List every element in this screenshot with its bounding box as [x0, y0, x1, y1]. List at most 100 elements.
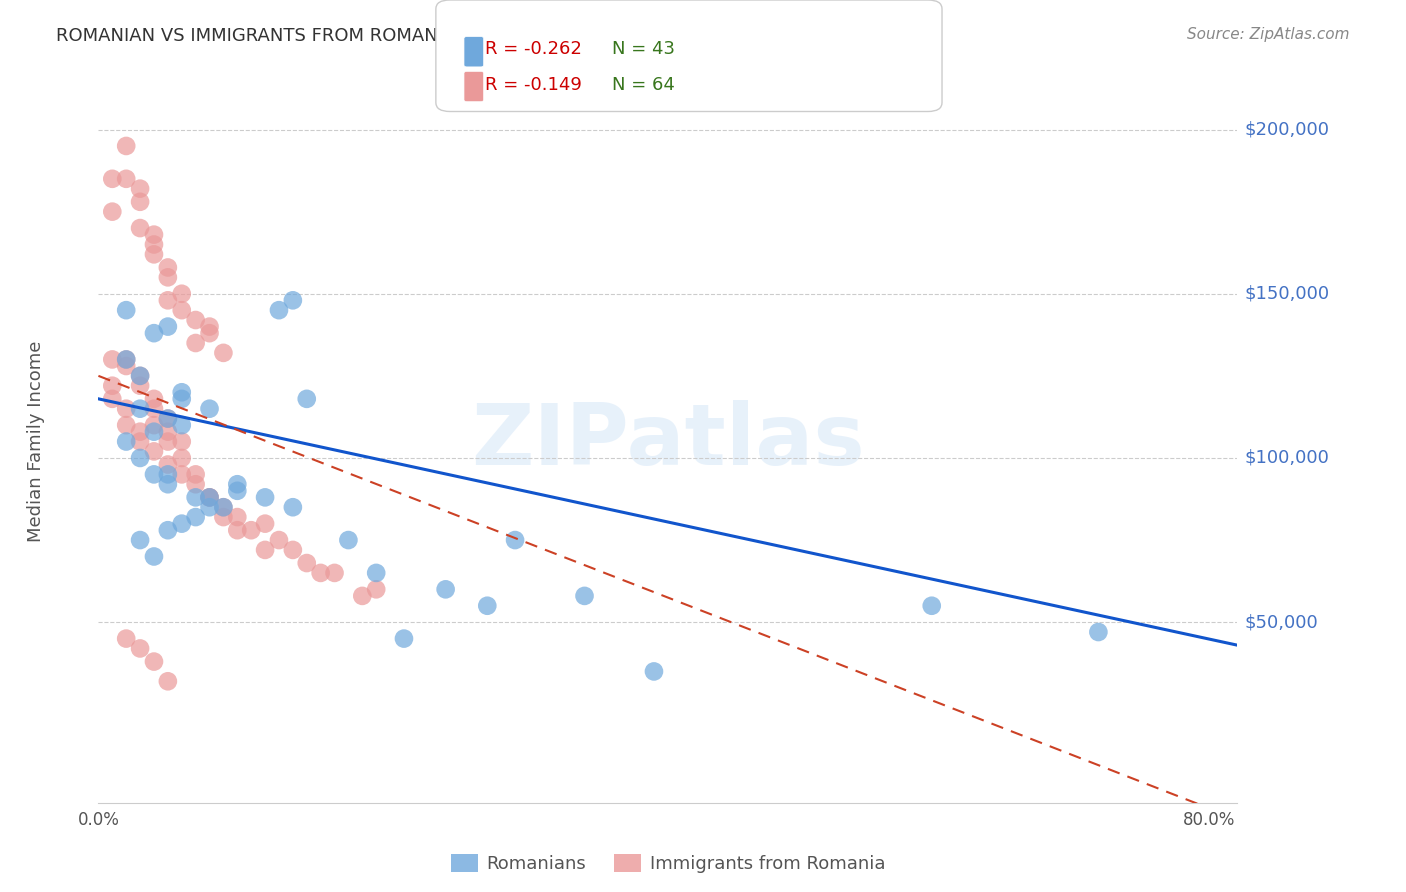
- Text: R = -0.262: R = -0.262: [485, 40, 582, 58]
- Point: [101, 392, 124, 406]
- Text: R = -0.149: R = -0.149: [485, 76, 582, 94]
- Point: [156, 425, 179, 439]
- Point: [170, 450, 193, 465]
- Text: N = 43: N = 43: [612, 40, 675, 58]
- Point: [212, 346, 235, 360]
- Point: [115, 401, 138, 416]
- Point: [156, 477, 179, 491]
- Point: [101, 352, 124, 367]
- Point: [115, 632, 138, 646]
- Point: [129, 378, 152, 392]
- Point: [115, 139, 138, 153]
- Point: [156, 319, 179, 334]
- Point: [254, 516, 277, 531]
- Point: [143, 237, 166, 252]
- Point: [143, 549, 166, 564]
- Point: [115, 352, 138, 367]
- Point: [226, 510, 249, 524]
- Point: [184, 313, 207, 327]
- Point: [295, 556, 318, 570]
- Point: [143, 467, 166, 482]
- Point: [143, 425, 166, 439]
- Point: [170, 467, 193, 482]
- Text: ROMANIAN VS IMMIGRANTS FROM ROMANIA MEDIAN FAMILY INCOME CORRELATION CHART: ROMANIAN VS IMMIGRANTS FROM ROMANIA MEDI…: [56, 27, 877, 45]
- Point: [156, 270, 179, 285]
- Point: [129, 533, 152, 547]
- Point: [198, 401, 221, 416]
- Point: [156, 458, 179, 472]
- Point: [156, 260, 179, 275]
- Point: [434, 582, 457, 597]
- Point: [921, 599, 943, 613]
- Point: [156, 674, 179, 689]
- Point: [212, 500, 235, 515]
- Point: [309, 566, 332, 580]
- Point: [212, 510, 235, 524]
- Point: [156, 411, 179, 425]
- Point: [143, 392, 166, 406]
- Point: [503, 533, 526, 547]
- Point: [115, 418, 138, 433]
- Point: [643, 665, 665, 679]
- Point: [115, 359, 138, 373]
- Point: [198, 500, 221, 515]
- Point: [574, 589, 596, 603]
- Point: [129, 641, 152, 656]
- Point: [143, 418, 166, 433]
- Point: [129, 194, 152, 209]
- Point: [143, 227, 166, 242]
- Point: [184, 510, 207, 524]
- Point: [281, 500, 304, 515]
- Point: [352, 589, 374, 603]
- Point: [477, 599, 499, 613]
- Point: [129, 434, 152, 449]
- Point: [170, 286, 193, 301]
- Point: [366, 582, 388, 597]
- Point: [170, 434, 193, 449]
- Text: N = 64: N = 64: [612, 76, 675, 94]
- Point: [143, 326, 166, 341]
- Point: [129, 450, 152, 465]
- Point: [184, 491, 207, 505]
- Point: [156, 293, 179, 308]
- Point: [101, 204, 124, 219]
- Point: [129, 368, 152, 383]
- Point: [281, 293, 304, 308]
- Point: [337, 533, 360, 547]
- Point: [198, 491, 221, 505]
- Point: [295, 392, 318, 406]
- Point: [226, 483, 249, 498]
- Point: [143, 247, 166, 261]
- Point: [1087, 625, 1109, 640]
- Text: $200,000: $200,000: [1244, 120, 1329, 138]
- Point: [392, 632, 415, 646]
- Point: [115, 352, 138, 367]
- Point: [254, 491, 277, 505]
- Point: [198, 491, 221, 505]
- Point: [170, 385, 193, 400]
- Point: [115, 171, 138, 186]
- Point: [184, 477, 207, 491]
- Point: [129, 425, 152, 439]
- Point: [323, 566, 346, 580]
- Point: [198, 326, 221, 341]
- Point: [170, 392, 193, 406]
- Point: [143, 655, 166, 669]
- Point: [101, 378, 124, 392]
- Point: [226, 523, 249, 537]
- Point: [170, 418, 193, 433]
- Point: [366, 566, 388, 580]
- Text: $50,000: $50,000: [1244, 613, 1317, 632]
- Point: [170, 516, 193, 531]
- Point: [212, 500, 235, 515]
- Point: [240, 523, 263, 537]
- Point: [184, 467, 207, 482]
- Point: [281, 542, 304, 557]
- Legend: Romanians, Immigrants from Romania: Romanians, Immigrants from Romania: [443, 847, 893, 880]
- Point: [129, 401, 152, 416]
- Point: [129, 368, 152, 383]
- Point: [267, 533, 290, 547]
- Point: [198, 491, 221, 505]
- Point: [115, 303, 138, 318]
- Point: [101, 171, 124, 186]
